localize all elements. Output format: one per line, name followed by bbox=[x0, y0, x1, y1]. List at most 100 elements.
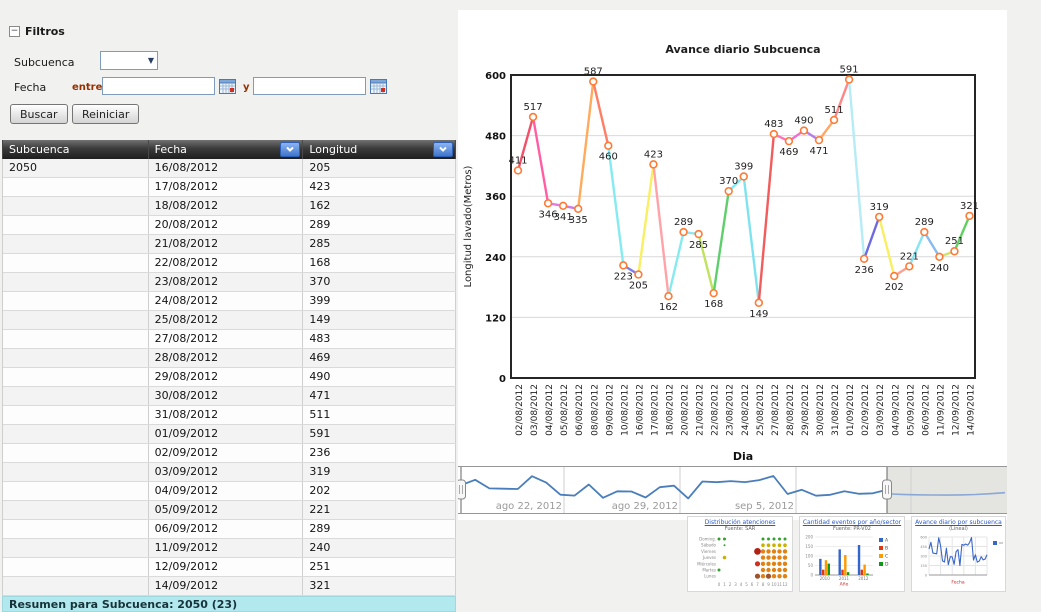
chart-point[interactable] bbox=[634, 270, 643, 279]
svg-text:8: 8 bbox=[762, 582, 765, 587]
fecha-to-input[interactable] bbox=[253, 77, 366, 95]
chart-panel: Avance diario Subcuenca 0 120 240 360 480 600… bbox=[458, 10, 1007, 520]
svg-text:600: 600 bbox=[920, 536, 927, 540]
calendar-icon[interactable] bbox=[219, 78, 236, 94]
chart-point[interactable] bbox=[799, 126, 809, 135]
table-row[interactable]: 27/08/2012 483 bbox=[3, 330, 456, 349]
chart-point[interactable] bbox=[513, 166, 523, 175]
column-header-longitud[interactable]: Longitud bbox=[303, 140, 456, 159]
table-row[interactable]: 14/09/2012 321 bbox=[3, 577, 456, 596]
thumbnail-distribucion-atenciones[interactable]: Distribución atenciones Fuente: SAR Domi… bbox=[687, 516, 793, 592]
thumbnail-title-link[interactable]: Distribución atenciones bbox=[704, 519, 776, 526]
chart-point[interactable] bbox=[619, 261, 628, 270]
chart-point[interactable] bbox=[844, 75, 854, 84]
table-cell: 162 bbox=[303, 197, 456, 215]
chart-point[interactable] bbox=[859, 254, 869, 264]
table-cell: 471 bbox=[303, 387, 456, 405]
svg-text:31/08/2012: 31/08/2012 bbox=[831, 384, 841, 436]
chart-point[interactable] bbox=[724, 186, 733, 196]
reiniciar-button[interactable]: Reiniciar bbox=[72, 104, 140, 124]
range-slider-handle-right[interactable] bbox=[882, 467, 892, 513]
table-cell: 21/08/2012 bbox=[149, 235, 304, 253]
table-row[interactable]: 11/09/2012 240 bbox=[3, 539, 456, 558]
chart-point[interactable] bbox=[754, 298, 763, 307]
table-row[interactable]: 02/09/2012 236 bbox=[3, 444, 456, 463]
table-row[interactable]: 05/09/2012 221 bbox=[3, 501, 456, 520]
chart-point[interactable] bbox=[573, 204, 583, 214]
svg-text:9: 9 bbox=[767, 582, 770, 587]
svg-text:50: 50 bbox=[808, 563, 814, 568]
entre-label: entre bbox=[72, 82, 103, 93]
chart-point[interactable] bbox=[829, 115, 839, 125]
table-row[interactable]: 24/08/2012 399 bbox=[3, 292, 456, 311]
collapse-filters-icon[interactable]: − bbox=[9, 26, 20, 37]
chart-point[interactable] bbox=[664, 291, 673, 301]
chart-point[interactable] bbox=[589, 77, 598, 86]
table-row[interactable]: 2050 16/08/2012 205 bbox=[3, 159, 456, 178]
table-cell: 202 bbox=[303, 482, 456, 500]
chart-point[interactable] bbox=[649, 160, 658, 169]
table-row[interactable]: 12/09/2012 251 bbox=[3, 558, 456, 577]
table-row[interactable]: 22/08/2012 168 bbox=[3, 254, 456, 273]
table-row[interactable]: 21/08/2012 285 bbox=[3, 235, 456, 254]
chevron-down-icon bbox=[286, 146, 295, 152]
table-cell bbox=[3, 330, 149, 348]
chart-point[interactable] bbox=[890, 271, 899, 281]
table-row[interactable]: 31/08/2012 511 bbox=[3, 406, 456, 425]
thumbnail-title-link[interactable]: Cantidad eventos por año/sector bbox=[802, 519, 902, 526]
table-row[interactable]: 25/08/2012 149 bbox=[3, 311, 456, 330]
chart-point[interactable] bbox=[709, 288, 718, 298]
table-row[interactable]: 20/08/2012 289 bbox=[3, 216, 456, 235]
chart-point[interactable] bbox=[965, 211, 974, 221]
chart-point[interactable] bbox=[528, 112, 538, 122]
fecha-from-input[interactable] bbox=[102, 77, 215, 95]
sort-button-fecha[interactable] bbox=[280, 142, 301, 157]
svg-text:06/08/2012: 06/08/2012 bbox=[575, 384, 585, 436]
chart-point[interactable] bbox=[543, 199, 553, 208]
svg-text:25/08/2012: 25/08/2012 bbox=[756, 384, 766, 436]
table-row[interactable]: 23/08/2012 370 bbox=[3, 273, 456, 292]
svg-text:08/08/2012: 08/08/2012 bbox=[590, 384, 600, 436]
sort-button-longitud[interactable] bbox=[432, 142, 453, 157]
chevron-down-icon bbox=[439, 146, 447, 152]
table-row[interactable]: 17/08/2012 423 bbox=[3, 178, 456, 197]
table-row[interactable]: 06/09/2012 289 bbox=[3, 520, 456, 539]
chart-point[interactable] bbox=[769, 129, 779, 139]
svg-text:2: 2 bbox=[729, 582, 732, 587]
table-cell: 205 bbox=[303, 159, 456, 177]
chart-point[interactable] bbox=[814, 135, 824, 145]
svg-text:517: 517 bbox=[524, 102, 543, 113]
thumbnail-avance-diario[interactable]: Avance diario por subcuenca (Lineal) 600… bbox=[911, 516, 1006, 592]
table-cell: 31/08/2012 bbox=[149, 406, 304, 424]
table-row[interactable]: 04/09/2012 202 bbox=[3, 482, 456, 501]
column-header-subcuenca[interactable]: Subcuenca bbox=[3, 140, 149, 159]
table-row[interactable]: 01/09/2012 591 bbox=[3, 425, 456, 444]
chart-point[interactable] bbox=[604, 141, 613, 150]
chart-point[interactable] bbox=[784, 136, 794, 146]
chart-point[interactable] bbox=[920, 227, 929, 237]
chart-point[interactable] bbox=[694, 229, 703, 239]
subcuenca-select[interactable]: ▼ bbox=[100, 51, 158, 70]
chart-point[interactable] bbox=[558, 201, 568, 210]
range-slider[interactable]: ago 22, 2012 ago 29, 2012 sep 5, 2012 bbox=[456, 466, 1007, 515]
table-row[interactable]: 29/08/2012 490 bbox=[3, 368, 456, 387]
table-row[interactable]: 03/09/2012 319 bbox=[3, 463, 456, 482]
buscar-button[interactable]: Buscar bbox=[10, 104, 68, 124]
thumbnail-title-link[interactable]: Avance diario por subcuenca bbox=[915, 519, 1002, 526]
svg-text:Sábado: Sábado bbox=[701, 543, 717, 548]
table-cell: 01/09/2012 bbox=[149, 425, 304, 443]
chart-point[interactable] bbox=[905, 262, 914, 271]
table-row[interactable]: 28/08/2012 469 bbox=[3, 349, 456, 368]
chart-point[interactable] bbox=[935, 252, 944, 262]
thumbnail-cantidad-eventos[interactable]: Cantidad eventos por año/sector Fuente: … bbox=[799, 516, 905, 592]
calendar-icon[interactable] bbox=[370, 78, 387, 94]
svg-text:289: 289 bbox=[915, 217, 934, 228]
svg-text:12: 12 bbox=[782, 582, 788, 587]
chart-point[interactable] bbox=[950, 247, 959, 256]
chart-point[interactable] bbox=[739, 172, 748, 181]
table-row[interactable]: 18/08/2012 162 bbox=[3, 197, 456, 216]
chart-point[interactable] bbox=[875, 212, 884, 222]
chart-point[interactable] bbox=[679, 227, 688, 237]
table-row[interactable]: 30/08/2012 471 bbox=[3, 387, 456, 406]
column-header-fecha[interactable]: Fecha bbox=[148, 140, 304, 159]
